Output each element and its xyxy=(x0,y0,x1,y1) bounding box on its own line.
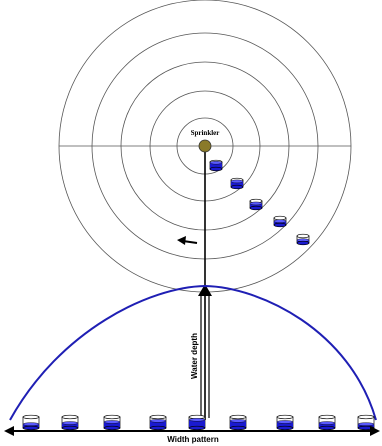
catch-can-6 xyxy=(229,414,247,431)
radial-catch-can-5 xyxy=(296,233,310,246)
water-depth-label: Water depth xyxy=(190,333,199,379)
catch-can-2 xyxy=(61,414,79,431)
catch-can-4 xyxy=(149,414,167,431)
catch-can-5 xyxy=(188,414,206,431)
sprinkler-head xyxy=(198,139,212,153)
sprinkler-label: Sprinkler xyxy=(191,129,220,137)
radial-catch-can-1 xyxy=(209,159,223,172)
width-pattern-arrow xyxy=(4,426,380,436)
radial-catch-can-2 xyxy=(230,177,244,190)
catch-can-8 xyxy=(318,414,336,431)
radial-catch-can-3 xyxy=(249,198,263,211)
radial-catch-can-4 xyxy=(273,215,287,228)
catch-can-3 xyxy=(103,414,121,431)
radial-catch-cans xyxy=(209,159,310,246)
rotation-arrow-icon xyxy=(177,236,198,245)
catch-can-7 xyxy=(276,414,294,431)
catch-can-row xyxy=(22,414,375,431)
width-pattern-label: Width pattern xyxy=(167,435,219,444)
distribution-curve xyxy=(9,284,377,421)
water-depth-arrowhead xyxy=(198,284,212,296)
catch-can-1 xyxy=(22,414,40,431)
